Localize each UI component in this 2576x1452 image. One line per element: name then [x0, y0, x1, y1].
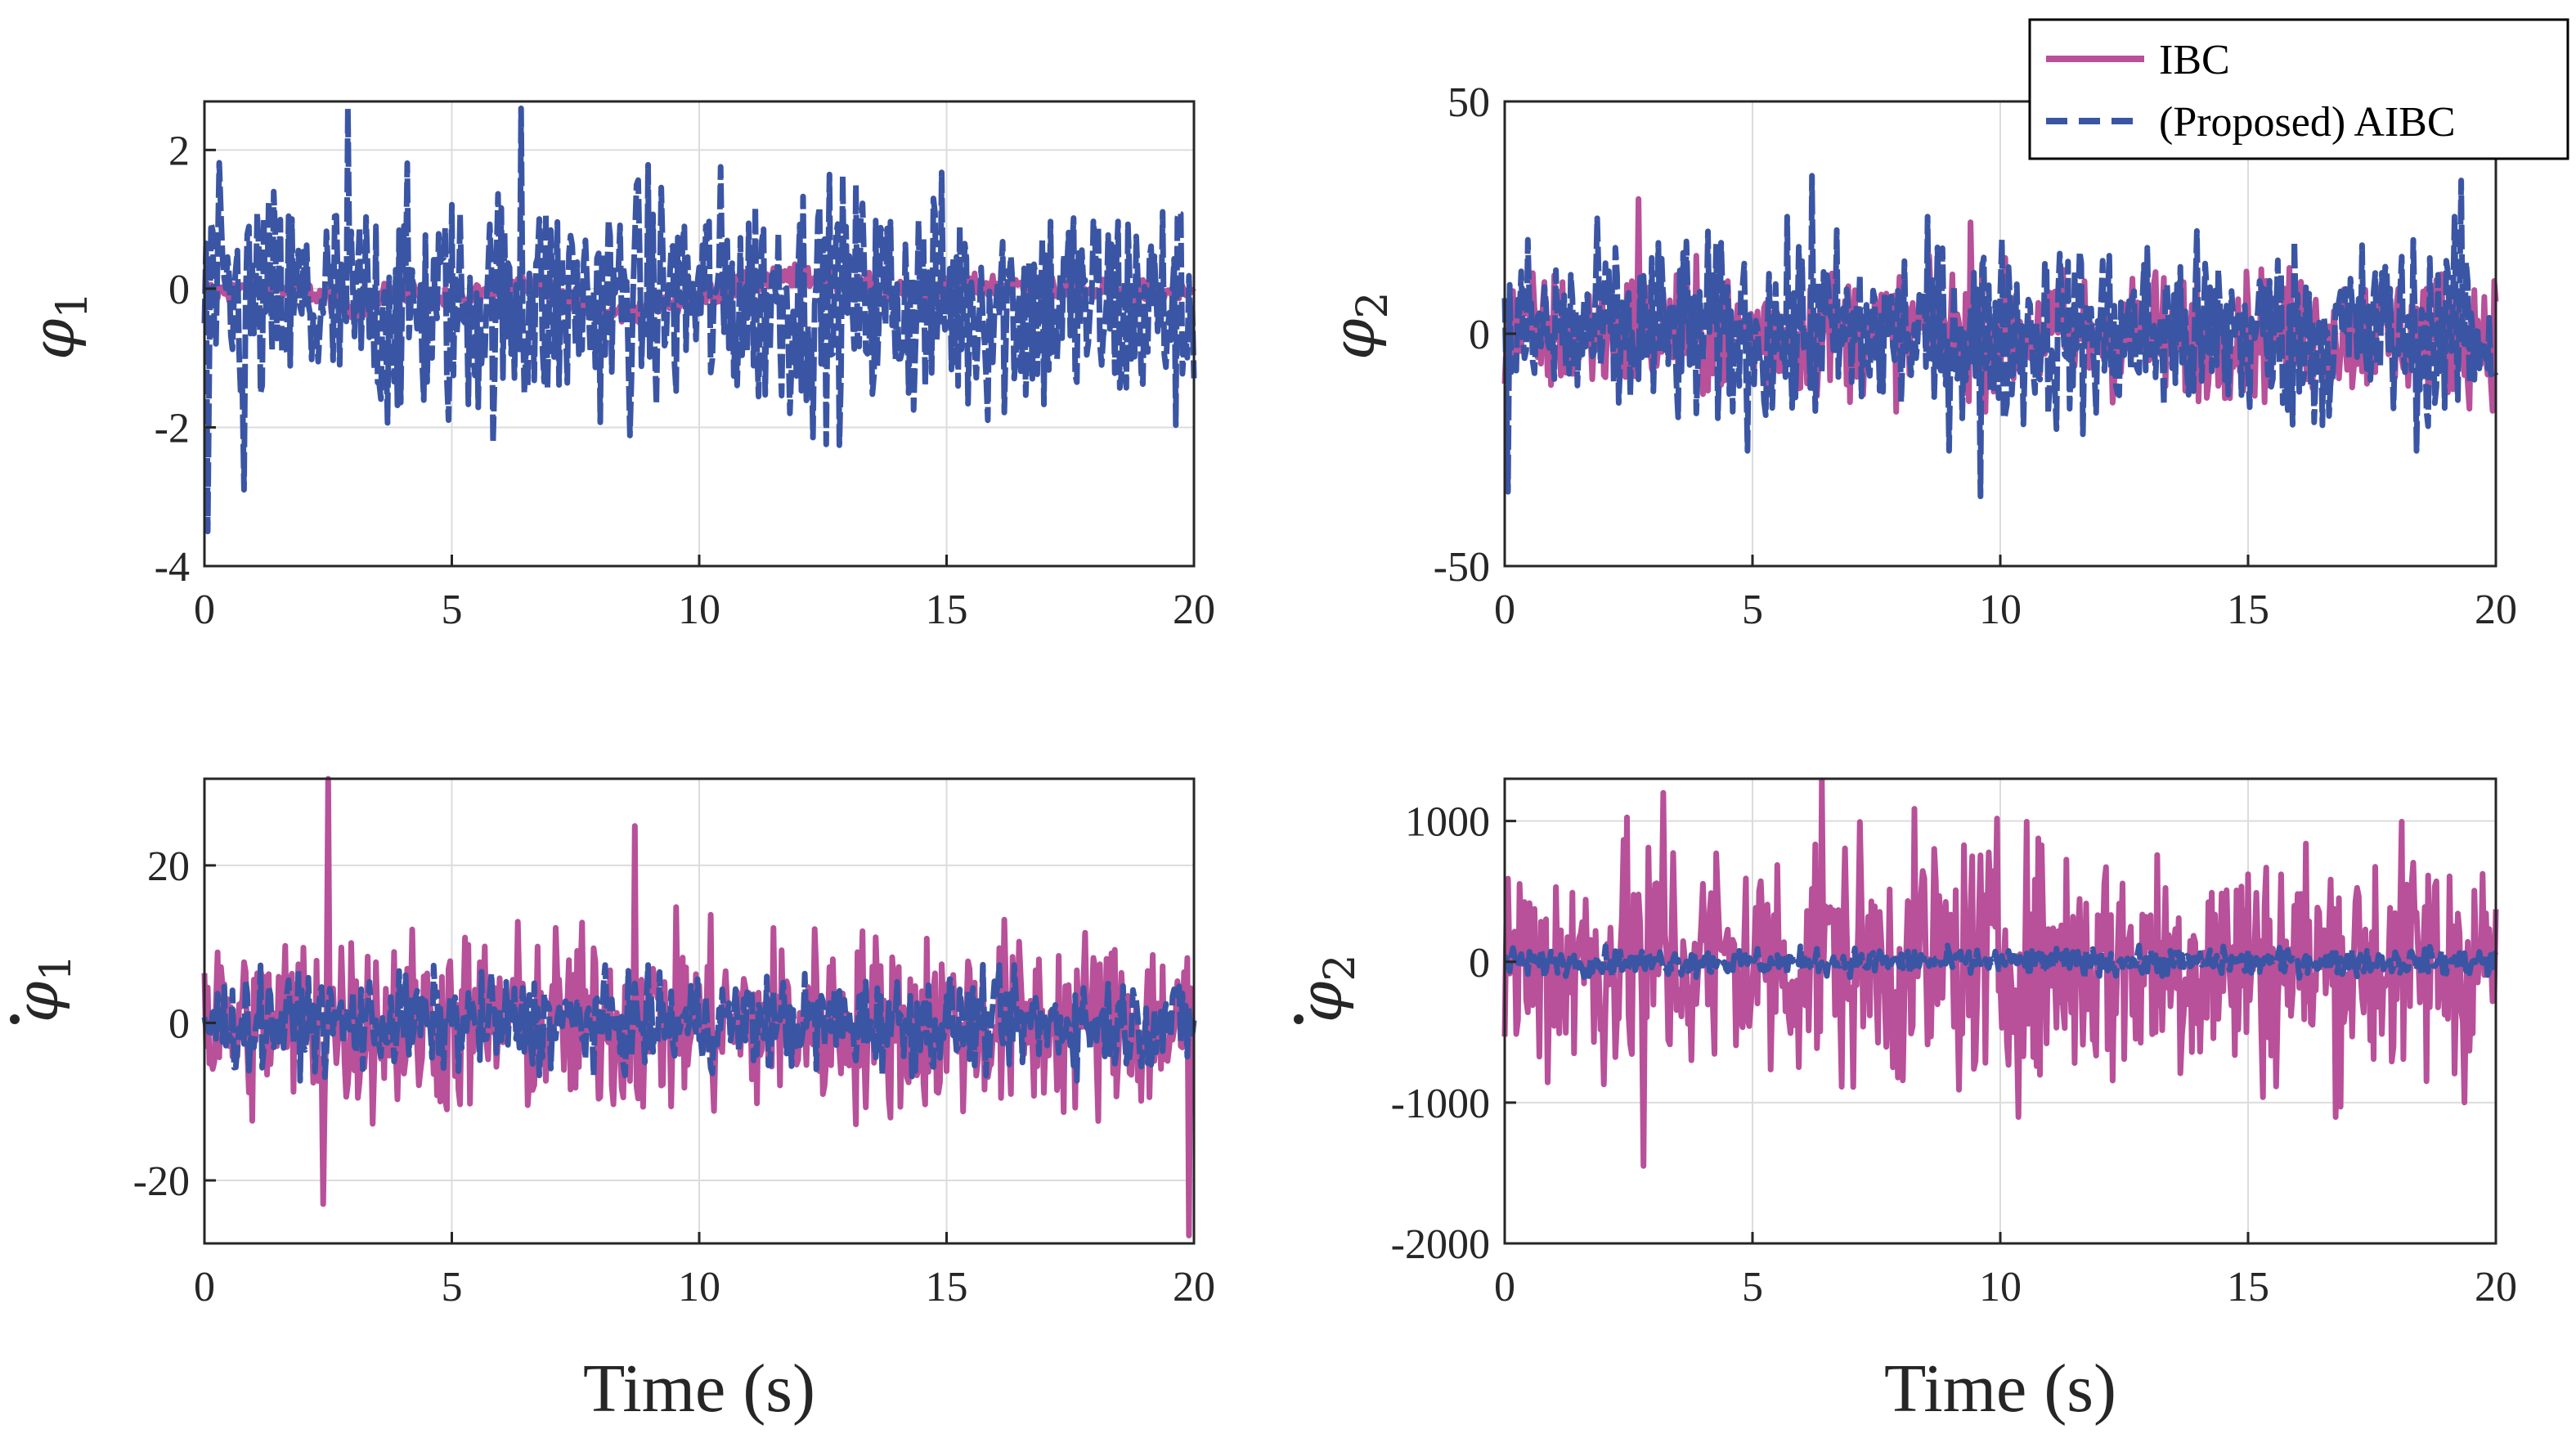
xtick-label-5: 5 — [1742, 587, 1763, 633]
ytick-label--1000: -1000 — [1391, 1081, 1490, 1127]
ylabel-phi2-dot: φ2 — [1286, 954, 1365, 1023]
ylabel-phi1: φ1 — [19, 291, 97, 360]
ticks-phi1-dot: 0 5 10 15 20 -20 0 20 — [133, 843, 1215, 1310]
ytick-label-1000: 1000 — [1405, 799, 1490, 846]
xtick-label-10: 10 — [1979, 587, 2022, 633]
xlabel-left: Time (s) — [583, 1351, 815, 1427]
ylabel-phi1-dot: φ1 — [2, 954, 81, 1023]
ylabel-dot-3 — [1294, 1014, 1304, 1024]
xtick-label-15: 15 — [926, 587, 968, 633]
xtick-label-0: 0 — [1494, 1264, 1515, 1310]
series-phi1 — [201, 106, 1197, 535]
subplot-phi1: 0 5 10 15 20 -4 -2 0 2 φ1 — [19, 100, 1215, 633]
xtick-label-20: 20 — [2475, 587, 2517, 633]
legend-label-ibc: IBC — [2159, 37, 2230, 83]
xtick-label-20: 20 — [2475, 1264, 2517, 1310]
ytick-label-50: 50 — [1447, 79, 1490, 126]
xtick-label-10: 10 — [678, 1264, 720, 1310]
ytick-label-0: 0 — [168, 267, 190, 313]
xtick-label-0: 0 — [1494, 587, 1515, 633]
ytick-label-2: 2 — [168, 128, 190, 174]
ylabel-phi2: φ2 — [1319, 291, 1398, 360]
legend-box — [2028, 18, 2569, 160]
series-aibc-line — [1501, 173, 2499, 500]
series-aibc-line — [1503, 942, 2499, 982]
ytick-label--50: -50 — [1434, 544, 1490, 591]
xtick-label-5: 5 — [442, 587, 463, 633]
ytick-label--4: -4 — [155, 544, 190, 591]
xtick-label-5: 5 — [1742, 1264, 1763, 1310]
series-phi2 — [1501, 173, 2499, 500]
ytick-label--2: -2 — [155, 405, 190, 452]
xtick-label-5: 5 — [442, 1264, 463, 1310]
xtick-label-15: 15 — [926, 1264, 968, 1310]
xtick-label-10: 10 — [1979, 1264, 2022, 1310]
xtick-label-15: 15 — [2227, 587, 2269, 633]
ytick-label-0: 0 — [168, 1000, 190, 1047]
series-phi2-dot — [1501, 777, 2499, 1169]
xtick-label-10: 10 — [678, 587, 720, 633]
legend: IBC (Proposed) AIBC — [2028, 18, 2569, 160]
series-aibc-line — [201, 106, 1197, 535]
ytick-label-0: 0 — [1469, 940, 1490, 987]
ytick-label-20: 20 — [147, 843, 190, 890]
xtick-label-20: 20 — [1173, 587, 1215, 633]
ticks-phi2-dot: 0 5 10 15 20 -2000 -1000 0 1000 — [1391, 799, 2517, 1310]
ytick-label--2000: -2000 — [1391, 1221, 1490, 1268]
subplot-phi1-dot: 0 5 10 15 20 -20 0 20 φ1 Time (s) — [2, 775, 1215, 1427]
xtick-label-0: 0 — [194, 1264, 215, 1310]
xtick-label-15: 15 — [2227, 1264, 2269, 1310]
ytick-label--20: -20 — [133, 1158, 190, 1205]
ytick-label-0: 0 — [1469, 312, 1490, 358]
xtick-label-0: 0 — [194, 587, 215, 633]
series-phi1-dot — [201, 775, 1197, 1238]
subplot-phi2-dot: 0 5 10 15 20 -2000 -1000 0 1000 φ2 Time (s) — [1286, 777, 2517, 1427]
xtick-label-20: 20 — [1173, 1264, 1215, 1310]
series-ibc-line — [1501, 777, 2499, 1169]
xlabel-right: Time (s) — [1884, 1351, 2116, 1427]
legend-label-aibc: (Proposed) AIBC — [2159, 99, 2456, 146]
series-aibc-line — [201, 962, 1197, 1084]
ticks-phi1: 0 5 10 15 20 -4 -2 0 2 — [155, 128, 1215, 633]
ylabel-dot-2 — [10, 1014, 20, 1024]
